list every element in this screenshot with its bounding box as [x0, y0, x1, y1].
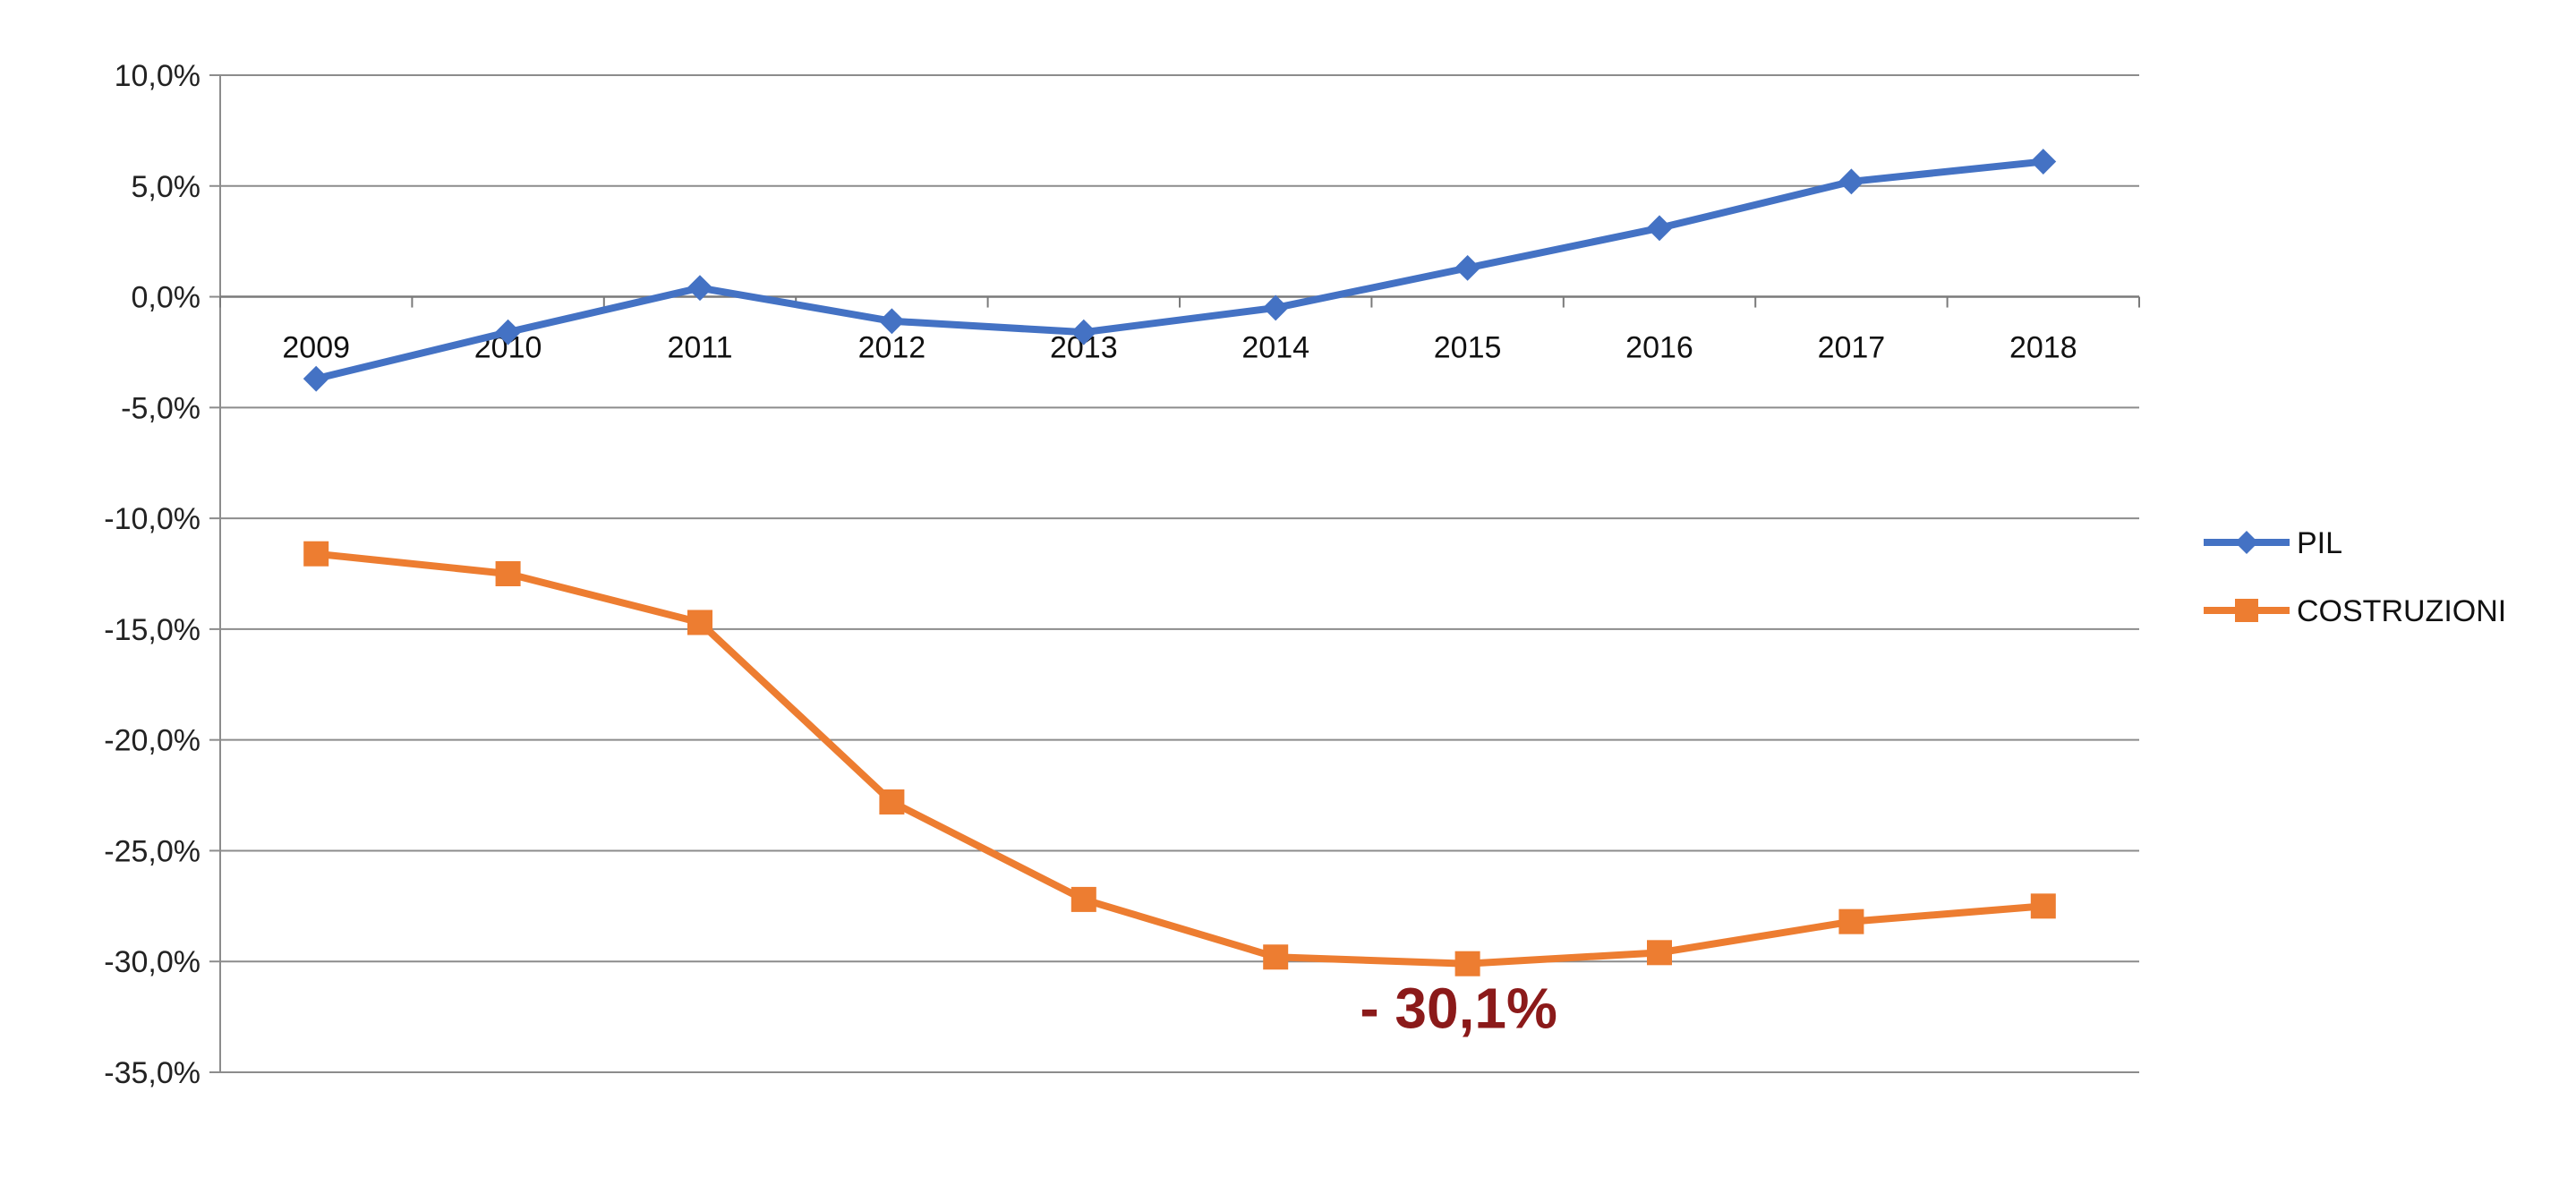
series-pil [303, 149, 2057, 392]
annotations: - 30,1% [1360, 977, 1557, 1041]
x-axis-ticks: 2009 2010 2011 2012 2013 2014 2015 2016 2017 2018 [219, 296, 2140, 365]
series-line [312, 158, 2047, 383]
data-point-marker [303, 365, 329, 392]
y-tick-label: -35,0% [104, 1056, 200, 1090]
data-point-marker [687, 275, 713, 302]
y-tick-label: -25,0% [104, 834, 200, 868]
y-axis-ticks: 10,0% 5,0% 0,0% -5,0% -10,0% -15,0% -20,0% -25,… [104, 59, 220, 1090]
series-costruzioni [303, 541, 2056, 977]
x-tick-label: 2016 [1625, 331, 1693, 365]
data-point-marker [1838, 908, 1864, 934]
y-tick-label: 10,0% [115, 59, 200, 93]
legend: PIL COSTRUZIONI [2204, 526, 2506, 628]
legend-item-costruzioni: COSTRUZIONI [2204, 594, 2506, 628]
y-tick-label: -10,0% [104, 502, 200, 536]
y-tick-label: 0,0% [132, 281, 201, 315]
data-point-marker [1263, 944, 1289, 970]
data-point-marker [303, 541, 329, 567]
x-tick-label: 2011 [667, 331, 732, 365]
data-point-marker [1454, 951, 1480, 977]
data-point-marker [1262, 294, 1289, 321]
data-point-marker [2030, 893, 2056, 919]
data-point-marker [1070, 319, 1097, 345]
y-tick-label: 5,0% [132, 170, 201, 204]
legend-label: COSTRUZIONI [2297, 594, 2506, 628]
data-point-marker [1454, 254, 1481, 281]
legend-marker [2235, 531, 2258, 554]
series-line [312, 550, 2047, 968]
y-tick-label: -30,0% [104, 945, 200, 979]
y-tick-label: -15,0% [104, 613, 200, 647]
x-tick-label: 2014 [1241, 331, 1309, 365]
data-point-marker [879, 789, 905, 814]
data-point-marker [2030, 149, 2057, 175]
y-tick-label: -5,0% [121, 391, 200, 425]
data-point-marker [878, 308, 905, 335]
x-tick-label: 2009 [282, 331, 350, 365]
data-point-marker [1646, 215, 1673, 242]
x-tick-label: 2018 [2009, 331, 2077, 365]
data-point-marker [687, 610, 712, 635]
annotation-label: - 30,1% [1360, 977, 1557, 1041]
x-tick-label: 2015 [1434, 331, 1502, 365]
data-point-marker [1838, 168, 1864, 195]
data-point-marker [495, 319, 522, 345]
y-tick-label: -20,0% [104, 724, 200, 758]
legend-item-pil: PIL [2204, 526, 2342, 560]
data-point-marker [495, 561, 521, 586]
data-point-marker [1070, 886, 1096, 912]
x-tick-label: 2012 [858, 331, 926, 365]
series [303, 149, 2057, 977]
x-tick-label: 2017 [1818, 331, 1886, 365]
legend-marker [2235, 599, 2258, 622]
data-point-marker [1647, 940, 1672, 966]
legend-label: PIL [2297, 526, 2342, 560]
